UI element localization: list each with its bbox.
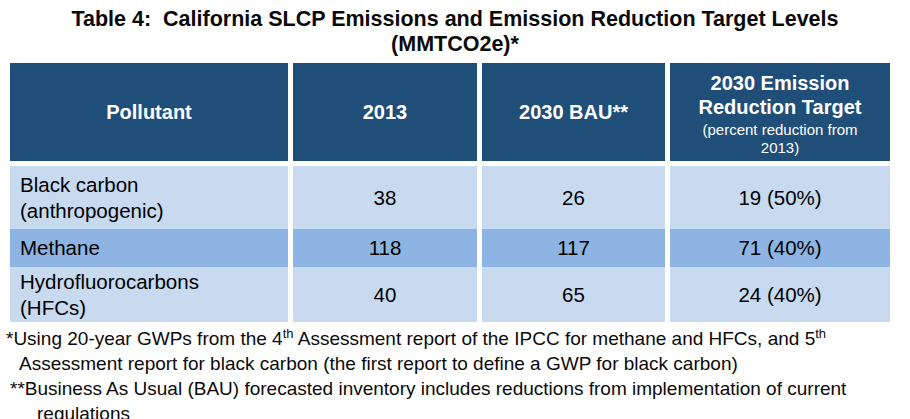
table-row-black-carbon: Black carbon (anthropogenic) 38 26 19 (5… — [10, 166, 892, 229]
footnotes: *Using 20-year GWPs from the 4th Assessm… — [6, 327, 904, 419]
column-header-2030-bau: 2030 BAU** — [482, 63, 665, 161]
table-row-methane: Methane 118 117 71 (40%) — [10, 229, 892, 267]
cell-2030-target: 71 (40%) — [670, 229, 890, 267]
cell-2013: 118 — [293, 229, 477, 267]
footnote-bau: **Business As Usual (BAU) forecasted inv… — [6, 377, 904, 419]
footnote-gwp-seg1: *Using 20-year GWPs from the 4 — [6, 328, 283, 349]
table-body: Black carbon (anthropogenic) 38 26 19 (5… — [10, 166, 892, 322]
footnote-gwp: *Using 20-year GWPs from the 4th Assessm… — [6, 327, 904, 376]
cell-2013: 38 — [293, 166, 477, 229]
cell-pollutant: Black carbon (anthropogenic) — [10, 166, 288, 229]
cell-2013: 40 — [293, 267, 477, 322]
column-header-2030-target-sublabel: (percent reduction from 2013) — [688, 121, 873, 157]
footnote-gwp-seg2: Assessment report of the IPCC for methan… — [294, 328, 816, 349]
page: Table 4: California SLCP Emissions and E… — [0, 0, 910, 419]
footnote-gwp-sup2: th — [815, 326, 826, 341]
cell-2030-bau: 117 — [482, 229, 665, 267]
cell-2030-bau: 26 — [482, 166, 665, 229]
table-title-line2: (MMTCO2e)* — [0, 32, 910, 57]
cell-2030-target: 24 (40%) — [670, 267, 890, 322]
emissions-table: Pollutant 2013 2030 BAU** 2030 Emission … — [10, 63, 892, 322]
column-header-2030-target: 2030 Emission Reduction Target (percent … — [670, 63, 890, 161]
table-row-hfcs: Hydrofluorocarbons (HFCs) 40 65 24 (40%) — [10, 267, 892, 322]
cell-2030-bau: 65 — [482, 267, 665, 322]
column-header-pollutant: Pollutant — [10, 63, 288, 161]
column-header-2013: 2013 — [293, 63, 477, 161]
cell-pollutant: Methane — [10, 229, 288, 267]
table-title-line1: Table 4: California SLCP Emissions and E… — [0, 7, 910, 32]
table-title: Table 4: California SLCP Emissions and E… — [0, 0, 910, 57]
table-header-row: Pollutant 2013 2030 BAU** 2030 Emission … — [10, 63, 892, 161]
cell-2030-target: 19 (50%) — [670, 166, 890, 229]
footnote-gwp-sup1: th — [283, 326, 294, 341]
footnote-gwp-seg3: Assessment report for black carbon (the … — [19, 353, 738, 374]
column-header-2030-target-label: 2030 Emission Reduction Target — [678, 71, 883, 119]
cell-pollutant: Hydrofluorocarbons (HFCs) — [10, 267, 288, 322]
